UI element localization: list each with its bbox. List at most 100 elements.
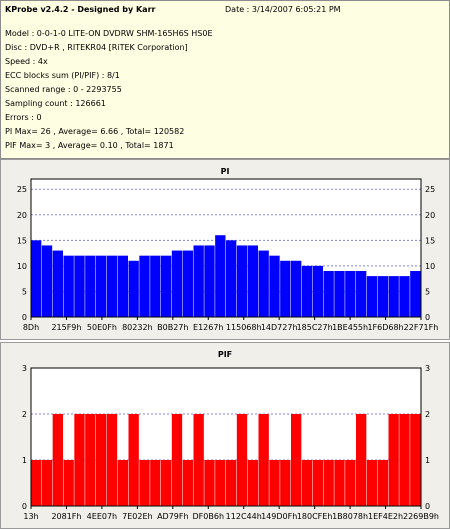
- pif-bar: [63, 460, 74, 506]
- pif-chart-title: PIF: [218, 350, 232, 359]
- scan-date: Date : 3/14/2007 6:05:21 PM: [225, 5, 341, 14]
- pif-ytick-left: 2: [22, 410, 27, 419]
- pif-xtick-label: DF0B6h: [193, 512, 225, 521]
- pi-bar: [215, 235, 226, 317]
- pif-bar: [334, 460, 345, 506]
- pi-bar: [280, 260, 291, 317]
- pif-bar: [269, 460, 280, 506]
- pif-ytick-right: 3: [425, 364, 430, 373]
- pi-ytick-left: 5: [22, 287, 27, 296]
- pi-bar: [139, 255, 150, 317]
- info-speed: Speed : 4x: [5, 57, 48, 66]
- pif-bar: [128, 414, 139, 506]
- pi-bar: [150, 255, 161, 317]
- pif-xtick-label: 2081Fh: [51, 512, 81, 521]
- pi-bar: [366, 276, 378, 317]
- pi-bar: [345, 271, 356, 317]
- pif-chart: PIF 0 0 1 1 2 2 3 3 13h 2081Fh 4EE07h 7E02Eh AD79Fh D…: [22, 350, 439, 521]
- pif-bar: [247, 460, 258, 506]
- pi-xtick-label: 1BE455h: [332, 323, 368, 332]
- pi-bar: [52, 250, 63, 317]
- pi-bar: [226, 240, 237, 317]
- pi-bar: [41, 245, 53, 317]
- pi-bar: [182, 250, 193, 317]
- pi-chart: PI 0 0 5 5 10 10 15 15 20 20 25 25 8Dh 215F9h 50E0Fh 80…: [17, 167, 439, 332]
- pi-bar: [258, 250, 269, 317]
- pif-xtick-label: 2269B9h: [403, 512, 439, 521]
- pif-bar: [150, 460, 161, 506]
- pif-bar: [356, 414, 367, 506]
- pif-bar: [258, 414, 269, 506]
- pif-bar: [74, 414, 85, 506]
- pi-bar: [128, 260, 139, 317]
- pif-bar: [139, 460, 150, 506]
- pif-bar: [388, 414, 399, 506]
- pi-bar: [269, 255, 280, 317]
- pi-bar: [85, 255, 96, 317]
- pi-bar: [356, 271, 367, 317]
- app-title: KProbe v2.4.2 - Designed by Karr: [5, 5, 156, 14]
- pi-bar: [334, 271, 345, 317]
- pi-bar: [301, 265, 313, 317]
- pif-bar: [106, 414, 118, 506]
- pi-bar: [247, 245, 258, 317]
- pi-ytick-left: 25: [17, 185, 27, 194]
- pif-xtick-label: 1B8078h: [332, 512, 368, 521]
- pi-bar: [74, 255, 85, 317]
- pif-bar: [41, 460, 53, 506]
- pif-ytick-right: 2: [425, 410, 430, 419]
- pif-bar: [171, 414, 183, 506]
- pi-frame: [30, 178, 422, 318]
- info-scanned-range: Scanned range : 0 - 2293755: [5, 85, 122, 94]
- pif-ytick-left: 3: [22, 364, 27, 373]
- pi-bar: [63, 255, 74, 317]
- pif-bar: [52, 414, 63, 506]
- pi-bar: [236, 245, 248, 317]
- pi-xtick-label: 115068h: [226, 323, 262, 332]
- pi-bar: [410, 271, 421, 317]
- info-errors: Errors : 0: [5, 113, 42, 122]
- pif-frame: [30, 367, 422, 507]
- pif-ytick-left: 1: [22, 456, 27, 465]
- info-pi-summary: PI Max= 26 , Average= 6.66 , Total= 1205…: [5, 127, 185, 136]
- pif-bar: [345, 460, 356, 506]
- pif-ytick-left: 0: [22, 502, 27, 511]
- pif-bar: [366, 460, 378, 506]
- pif-chart-panel: PIF 0 0 1 1 2 2 3 3 13h 2081Fh 4EE07h 7E02Eh AD79Fh D…: [0, 342, 450, 529]
- info-sampling-count: Sampling count : 126661: [5, 99, 106, 108]
- pif-xtick-label: 4EE07h: [87, 512, 117, 521]
- pi-chart-panel: PI 0 0 5 5 10 10 15 15 20 20 25 25 8Dh 215F9h 50E0Fh 80…: [0, 159, 450, 340]
- pif-xtick-label: 149D0Fh: [261, 512, 297, 521]
- pi-ytick-left: 20: [17, 211, 27, 220]
- pi-xtick-label: 14D727h: [261, 323, 298, 332]
- pif-bar: [399, 414, 410, 506]
- pi-bar: [323, 271, 334, 317]
- pif-bar: [226, 460, 237, 506]
- pif-bar: [204, 460, 215, 506]
- pi-xtick-label: 1F6D68h: [367, 323, 403, 332]
- pi-bar: [193, 245, 204, 317]
- pi-ytick-right: 25: [425, 185, 435, 194]
- pif-bar: [377, 460, 388, 506]
- pi-bar: [171, 250, 183, 317]
- pi-xtick-label: 215F9h: [51, 323, 81, 332]
- info-ecc-blocks: ECC blocks sum (PI/PIF) : 8/1: [5, 71, 120, 80]
- pi-bar: [161, 255, 172, 317]
- pif-xtick-label: AD79Fh: [157, 512, 188, 521]
- pi-bar: [31, 240, 42, 317]
- pif-xtick-label: 1EF4E2h: [368, 512, 403, 521]
- pi-xtick-label: E1267h: [193, 323, 223, 332]
- pi-bar: [312, 265, 323, 317]
- pif-xtick-label: 112C44h: [226, 512, 262, 521]
- pif-bar: [410, 414, 421, 506]
- pi-xtick-label: 50E0Fh: [87, 323, 117, 332]
- pi-bar: [106, 255, 118, 317]
- pif-bar: [161, 460, 172, 506]
- pif-bar: [85, 414, 96, 506]
- pif-bar: [215, 460, 226, 506]
- pif-bar: [96, 414, 107, 506]
- pi-xtick-label: B0B27h: [157, 323, 188, 332]
- pi-bar: [291, 260, 302, 317]
- info-disc: Disc : DVD+R , RITEKR04 [RiTEK Corporati…: [5, 43, 188, 52]
- pif-bar: [301, 460, 313, 506]
